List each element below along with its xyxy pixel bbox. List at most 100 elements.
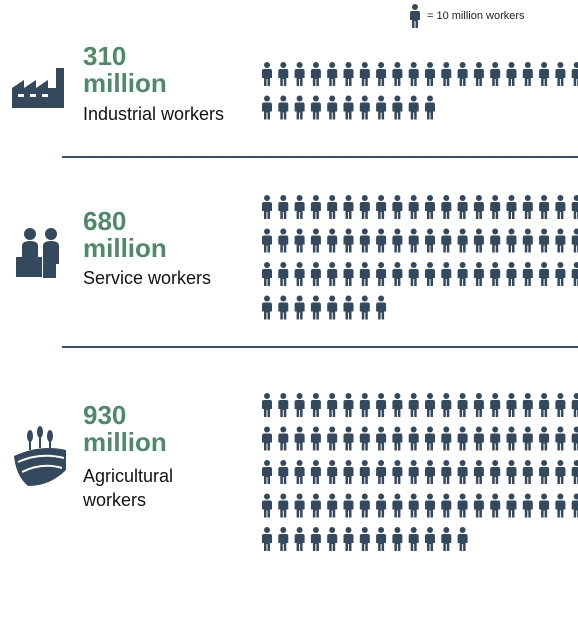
icon-head	[312, 393, 319, 399]
icon-body	[310, 202, 321, 219]
icon-head	[492, 393, 499, 399]
icon-head	[394, 527, 401, 533]
icon-head	[459, 228, 466, 235]
icon-head	[573, 62, 578, 68]
icon-body	[294, 202, 305, 219]
icon-body	[310, 534, 321, 551]
icon-body	[539, 202, 550, 219]
icon-body	[310, 500, 321, 518]
icon-body	[278, 202, 289, 219]
icon-head	[427, 195, 433, 201]
icon-body	[555, 500, 566, 518]
icon-body	[539, 500, 550, 518]
factory-icon	[12, 68, 64, 108]
icon-head	[475, 262, 482, 268]
icon-head	[296, 295, 303, 302]
icon-head	[410, 262, 417, 268]
icon-body	[294, 102, 305, 120]
icon-body	[392, 433, 403, 451]
icon-head	[557, 460, 564, 466]
icon-body	[522, 69, 533, 86]
icon-head	[427, 493, 433, 500]
icon-head	[410, 95, 417, 102]
icon-body	[425, 235, 435, 253]
icon-body	[441, 400, 452, 417]
icon-head	[475, 426, 482, 433]
icon-head	[345, 262, 352, 268]
icon-body	[392, 69, 403, 86]
icon-body	[392, 235, 403, 253]
icon-head	[361, 527, 368, 533]
icon-head	[492, 195, 499, 201]
icon-body	[473, 433, 484, 451]
icon-head	[508, 393, 515, 399]
icon-body	[294, 400, 305, 417]
icon-head	[378, 228, 385, 235]
icon-head	[264, 95, 270, 102]
icon-body	[343, 235, 354, 253]
icon-head	[378, 62, 385, 68]
icon-head	[394, 62, 401, 68]
icon-body	[262, 202, 272, 219]
icon-head	[410, 493, 417, 500]
icon-head	[329, 493, 336, 500]
icon-body	[343, 467, 354, 484]
icon-head	[394, 262, 401, 268]
icon-group	[262, 195, 578, 320]
icon-body	[473, 269, 484, 286]
icon-head	[410, 527, 417, 533]
icon-head	[296, 460, 303, 466]
icon-body	[327, 433, 338, 451]
icon-head	[427, 460, 433, 466]
icon-body	[457, 235, 468, 253]
icon-body	[278, 500, 289, 518]
icon-head	[475, 195, 482, 201]
icon-head	[345, 228, 352, 235]
icon-body	[359, 235, 370, 253]
icon-body	[425, 269, 435, 286]
icon-body	[473, 69, 484, 86]
icon-head	[412, 4, 418, 10]
icon-body	[408, 500, 419, 518]
group-unit: million	[83, 233, 167, 263]
icon-head	[443, 426, 450, 433]
icon-body	[294, 433, 305, 451]
icon-body	[441, 534, 452, 551]
icon-head	[312, 262, 319, 268]
icon-head	[361, 195, 368, 201]
icon-head	[345, 95, 352, 102]
icon-body	[555, 269, 566, 286]
icon-head	[524, 228, 531, 235]
icon-head	[280, 493, 287, 500]
icon-body	[408, 69, 419, 86]
icon-head	[557, 62, 564, 68]
icon-head	[541, 493, 548, 500]
icon-head	[264, 460, 270, 466]
icon-body	[294, 235, 305, 253]
icon-body	[408, 202, 419, 219]
icon-body	[327, 400, 338, 417]
icon-body	[571, 202, 578, 219]
icon-head	[524, 493, 531, 500]
icon-body	[506, 433, 517, 451]
icon-body	[376, 433, 387, 451]
icon-head	[410, 195, 417, 201]
icon-head	[541, 262, 548, 268]
icon-head	[475, 62, 482, 68]
icon-head	[443, 393, 450, 399]
icon-body	[490, 269, 501, 286]
icon-body	[539, 467, 550, 484]
icon-body	[457, 202, 468, 219]
icon-body	[457, 400, 468, 417]
icon-head	[508, 426, 515, 433]
icon-head	[264, 493, 270, 500]
icon-head	[524, 426, 531, 433]
icon-head	[541, 426, 548, 433]
icon-head	[557, 195, 564, 201]
icon-body	[359, 534, 370, 551]
icon-body	[359, 467, 370, 484]
icon-head	[312, 295, 319, 302]
icon-body	[376, 69, 387, 86]
icon-head	[459, 493, 466, 500]
icon-head	[410, 62, 417, 68]
